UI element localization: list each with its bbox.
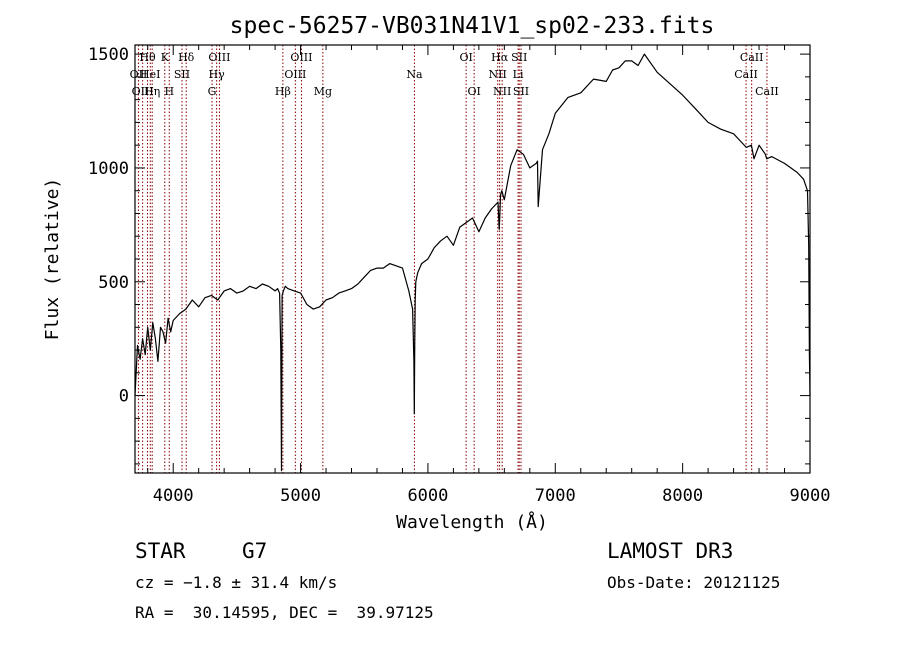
line-marker-label: HeI [140, 68, 160, 81]
line-marker-label: CaII [755, 85, 779, 98]
survey-label: LAMOST DR3 [607, 539, 734, 563]
x-tick-label: 4000 [153, 486, 194, 506]
line-marker-label: OIII [132, 85, 154, 98]
subclass-label: G7 [242, 539, 268, 563]
line-marker-label: K [161, 51, 170, 64]
y-tick-label: 1000 [88, 159, 129, 179]
y-tick-label: 1500 [88, 45, 129, 65]
chart-title: spec-56257-VB031N41V1_sp02-233.fits [230, 13, 715, 39]
line-marker-label: SII [513, 85, 529, 98]
line-marker-label: NII [493, 85, 511, 98]
x-tick-label: 8000 [662, 486, 703, 506]
line-marker-label: SII [511, 51, 527, 64]
line-marker-label: OI [459, 51, 472, 64]
y-tick-label: 500 [98, 273, 129, 293]
coordinates-text: RA = 30.14595, DEC = 39.97125 [135, 603, 434, 622]
line-marker-label: CaII [734, 68, 758, 81]
line-marker-label: OIII [290, 51, 312, 64]
line-marker-label: Li [513, 68, 524, 81]
line-marker-label: Hβ [275, 85, 291, 98]
x-tick-label: 7000 [535, 486, 576, 506]
line-marker-label: OIII [284, 68, 306, 81]
line-marker-label: SII [174, 68, 190, 81]
line-marker-label: Hα [491, 51, 509, 64]
line-marker-label: H [164, 85, 174, 98]
line-marker-label: Hγ [209, 68, 226, 81]
line-marker-label: CaII [740, 51, 764, 64]
line-marker-label: Hη [144, 85, 160, 98]
x-tick-label: 5000 [280, 486, 321, 506]
line-marker-label: NII [489, 68, 507, 81]
line-marker-label: OII [130, 68, 148, 81]
y-axis-label: Flux (relative) [42, 178, 63, 341]
plot-frame [134, 44, 811, 474]
line-marker-label: OIII [208, 51, 230, 64]
redshift-text: cz = −1.8 ± 31.4 km/s [135, 573, 338, 592]
line-marker-label: OI [467, 85, 480, 98]
x-tick-label: 6000 [407, 486, 448, 506]
line-marker-label: Na [406, 68, 423, 81]
obs-date-text: Obs-Date: 20121125 [607, 573, 781, 592]
class-label: STAR [135, 539, 186, 563]
line-marker-label: Hδ [178, 51, 195, 64]
y-tick-label: 0 [119, 387, 129, 407]
line-marker-label: G [208, 85, 217, 98]
x-tick-label: 9000 [790, 486, 831, 506]
line-marker-label: Mg [314, 85, 332, 98]
spectrum-line [134, 53, 811, 472]
line-marker-label: Hθ [139, 51, 156, 64]
x-axis-label: Wavelength (Å) [396, 511, 548, 533]
